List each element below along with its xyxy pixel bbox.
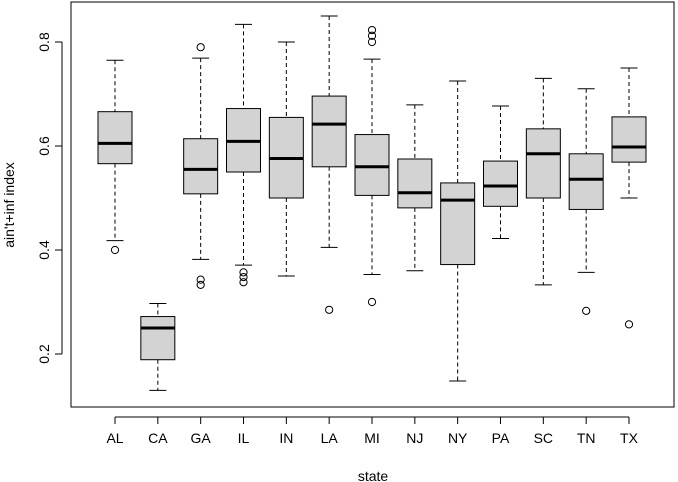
iqr-box [525, 128, 561, 199]
outlier-point [582, 306, 591, 315]
box-tn [568, 88, 604, 315]
outlier-point [367, 297, 377, 307]
y-tick-label: 0.8 [36, 32, 52, 52]
y-axis-label: ain't+inf index [1, 162, 17, 248]
outlier-point [367, 25, 377, 35]
outlier-point [624, 320, 634, 329]
outlier-point [239, 278, 248, 287]
x-tick-label: IL [238, 430, 250, 446]
boxes [97, 15, 647, 391]
box-pa [483, 105, 518, 240]
x-tick-label: NJ [406, 430, 423, 446]
outlier-point [367, 31, 377, 40]
y-tick-label: 0.4 [36, 240, 52, 260]
x-axis: AL CA GA IL IN LA MI NJ NY PA SC TN TX [106, 416, 639, 446]
box-ny [440, 80, 476, 382]
outlier-point [239, 272, 248, 282]
iqr-box [568, 153, 604, 210]
y-axis: 0.2 0.4 0.6 0.8 [36, 32, 63, 364]
box-il [226, 23, 261, 287]
box-tx [611, 67, 647, 329]
box-sc [525, 77, 561, 286]
box-al [97, 59, 133, 255]
x-tick-label: PA [492, 430, 510, 446]
box-ga [183, 43, 219, 289]
box-mi [354, 25, 390, 307]
x-tick-label: CA [148, 430, 168, 446]
y-tick-label: 0.2 [36, 344, 52, 364]
iqr-box [483, 160, 518, 207]
outlier-point [196, 275, 205, 284]
x-tick-label: IN [279, 430, 293, 446]
outlier-point [196, 280, 205, 289]
x-tick-label: SC [534, 430, 553, 446]
x-tick-label: GA [191, 430, 212, 446]
x-tick-label: TN [577, 430, 596, 446]
iqr-box [611, 116, 647, 163]
x-tick-label: MI [364, 430, 380, 446]
outlier-point [196, 43, 205, 52]
box-nj [397, 104, 433, 272]
x-tick-label: AL [106, 430, 123, 446]
outlier-point [367, 37, 377, 47]
outlier-point [325, 305, 334, 314]
plot-frame [70, 1, 675, 408]
iqr-box [140, 316, 176, 361]
iqr-box [311, 95, 347, 168]
box-ca [140, 303, 176, 391]
iqr-box [97, 111, 133, 165]
outlier-point [239, 268, 248, 277]
box-in [268, 41, 304, 277]
x-tick-label: TX [620, 430, 639, 446]
iqr-box [440, 182, 476, 266]
x-tick-label: LA [321, 430, 339, 446]
iqr-box [397, 158, 433, 209]
box-la [311, 15, 347, 314]
x-tick-label: NY [448, 430, 468, 446]
iqr-box [354, 134, 390, 196]
iqr-box [183, 138, 219, 195]
outlier-point [110, 245, 120, 255]
x-axis-label: state [358, 468, 389, 482]
y-tick-label: 0.6 [36, 136, 52, 156]
